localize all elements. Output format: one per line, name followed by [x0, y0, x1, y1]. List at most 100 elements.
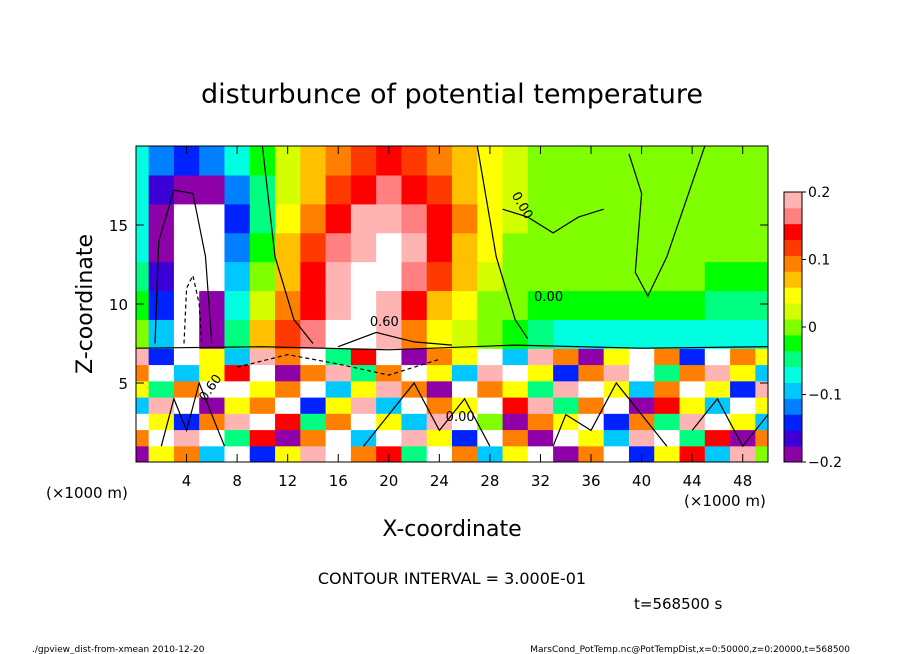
contour-line [476, 146, 529, 340]
heatmap-cell [350, 364, 377, 382]
colorbar-swatch [784, 398, 802, 415]
heatmap-cell [401, 232, 428, 263]
heatmap-cell [477, 413, 504, 431]
heatmap-cell [704, 203, 731, 234]
heatmap-cell [275, 429, 301, 447]
x-tick-label: 28 [480, 472, 499, 490]
x-tick-label: 44 [683, 472, 702, 490]
heatmap-cell [426, 413, 453, 431]
heatmap-cell [199, 203, 226, 234]
heatmap-cell [148, 348, 175, 366]
heatmap-cell [426, 396, 453, 414]
heatmap-cell [199, 348, 226, 366]
heatmap-cell [401, 348, 428, 366]
contour-line [628, 146, 706, 298]
heatmap-cell [173, 319, 200, 349]
heatmap-cell [275, 348, 301, 366]
heatmap-cell [679, 380, 706, 398]
heatmap-cell [173, 445, 200, 462]
heatmap-cell [704, 174, 731, 205]
heatmap-cell [376, 445, 403, 462]
heatmap-cell [452, 203, 478, 234]
heatmap-cell [755, 146, 768, 176]
colorbar-swatch [784, 334, 802, 352]
heatmap-cell [603, 413, 630, 431]
heatmap-cell [730, 232, 756, 263]
heatmap-cell [173, 380, 200, 398]
y-axis-label: Z-coordinate [73, 234, 98, 374]
heatmap-cell [628, 364, 655, 382]
heatmap-cell [603, 396, 630, 414]
heatmap-cell [199, 396, 226, 414]
heatmap-cell [452, 413, 478, 431]
heatmap-cell [578, 261, 605, 292]
heatmap-cell [300, 413, 327, 431]
time-label: t=568500 s [634, 595, 722, 613]
heatmap-cell [477, 290, 504, 320]
x-tick-label: 36 [581, 472, 600, 490]
heatmap-cell [730, 174, 756, 205]
heatmap-cell [704, 290, 731, 320]
heatmap-cell [275, 413, 301, 431]
plot-area [136, 146, 768, 462]
heatmap-cell [628, 203, 655, 234]
heatmap-cell [679, 429, 706, 447]
heatmap-cell [325, 348, 352, 366]
heatmap-cell [628, 174, 655, 205]
heatmap-cell [376, 396, 403, 414]
heatmap-cell [275, 380, 301, 398]
heatmap-cell [755, 319, 768, 349]
heatmap-cell [136, 174, 150, 205]
heatmap-cell [704, 380, 731, 398]
heatmap-cell [603, 348, 630, 366]
heatmap-cell [426, 429, 453, 447]
heatmap-cell [654, 413, 681, 431]
contour-line [183, 273, 203, 344]
heatmap-cell [224, 319, 251, 349]
heatmap-cell [755, 445, 768, 462]
heatmap-cell [350, 290, 377, 320]
heatmap-cell [553, 290, 579, 320]
heatmap-cell [730, 396, 756, 414]
heatmap-cell [654, 348, 681, 366]
heatmap-cell [173, 174, 200, 205]
colorbar-swatch [784, 366, 802, 383]
heatmap-cell [628, 445, 655, 462]
heatmap-cell [173, 348, 200, 366]
heatmap-cell [578, 445, 605, 462]
contour-line [363, 381, 491, 447]
heatmap-cell [730, 319, 756, 349]
heatmap-cell [502, 174, 529, 205]
heatmap-cell [426, 203, 453, 234]
heatmap-cell [325, 364, 352, 382]
heatmap-cell [603, 429, 630, 447]
heatmap-cell [730, 445, 756, 462]
heatmap-cell [350, 146, 377, 176]
heatmap-cell [350, 232, 377, 263]
heatmap-cell [755, 174, 768, 205]
heatmap-cell [376, 174, 403, 205]
heatmap-cell [325, 174, 352, 205]
heatmap-cell [553, 413, 579, 431]
heatmap-cell [679, 290, 706, 320]
heatmap-cell [173, 413, 200, 431]
heatmap-cell [527, 364, 554, 382]
heatmap-cell [679, 348, 706, 366]
heatmap-cell [553, 396, 579, 414]
heatmap-cell [224, 203, 251, 234]
heatmap-cell [502, 413, 529, 431]
heatmap-cell [300, 319, 327, 349]
heatmap-cell [603, 203, 630, 234]
heatmap-cell [679, 413, 706, 431]
heatmap-cell [148, 261, 175, 292]
heatmap-cell [679, 445, 706, 462]
heatmap-cell [148, 429, 175, 447]
heatmap-cell [300, 445, 327, 462]
heatmap-cell [148, 290, 175, 320]
x-tick-label: 48 [733, 472, 752, 490]
heatmap-cell [275, 445, 301, 462]
heatmap-cell [603, 232, 630, 263]
heatmap-cell [199, 146, 226, 176]
heatmap-cell [730, 290, 756, 320]
colorbar-swatch [784, 350, 802, 368]
